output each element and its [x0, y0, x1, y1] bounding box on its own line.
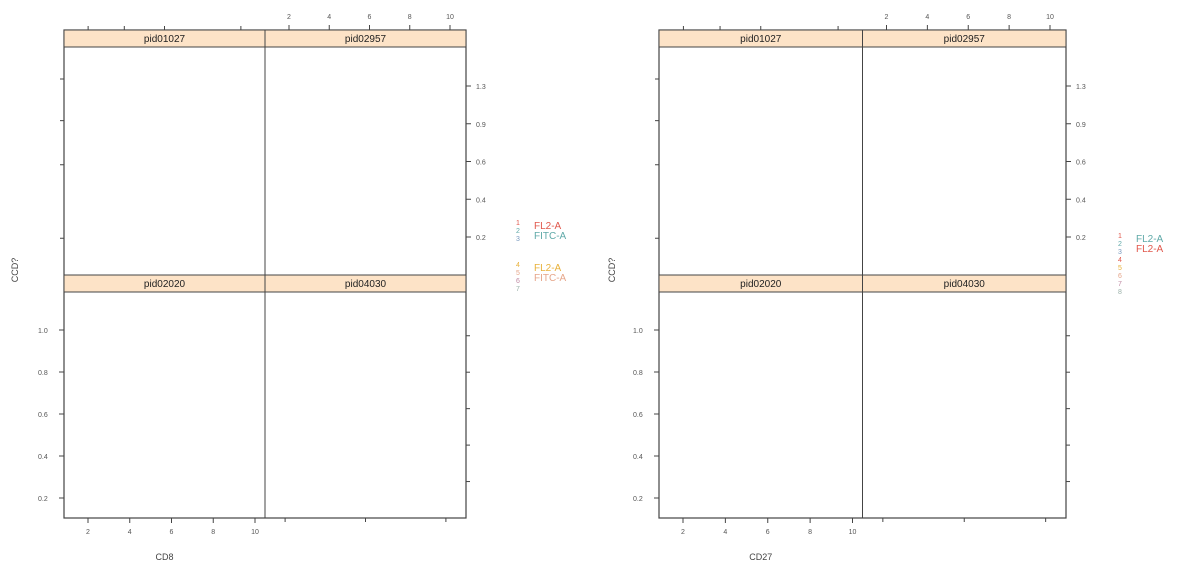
- chart2-x-tick-label-bottom: 8: [808, 529, 812, 536]
- chart1-legend-entry-label: FL2-A: [534, 263, 562, 274]
- chart2-y-tick-label-right: 0.2: [1076, 235, 1086, 242]
- chart1-legend-number: 5: [516, 270, 520, 277]
- chart1-legend-number: 4: [516, 262, 520, 269]
- chart2-y-axis-label: CCD?: [607, 258, 617, 283]
- chart1-y-tick-label-right: 0.4: [476, 197, 486, 204]
- chart2-y-tick-label-right: 1.3: [1076, 84, 1086, 91]
- chart2-strip-label-pid02020: pid02020: [740, 279, 782, 290]
- chart2-legend-number: 6: [1118, 273, 1122, 280]
- chart1-legend-number: 1: [516, 220, 520, 227]
- chart2-x-tick-label-bottom: 2: [681, 529, 685, 536]
- chart1-strip-label-pid01027: pid01027: [144, 34, 186, 45]
- chart1-legend-entry-label: FITC-A: [534, 231, 567, 242]
- chart2-legend-number: 2: [1118, 241, 1122, 248]
- chart1-y-tick-label-left: 0.8: [38, 370, 48, 377]
- chart2-legend-number: 1: [1118, 233, 1122, 240]
- chart1-y-tick-label-right: 0.2: [476, 235, 486, 242]
- chart1-y-tick-label-left: 0.4: [38, 454, 48, 461]
- chart1-strip-label-pid02020: pid02020: [144, 279, 186, 290]
- chart2-legend-entry-label: FL2-A: [1136, 244, 1164, 255]
- chart1-legend-entry-label: FL2-A: [534, 221, 562, 232]
- chart1-x-axis-label: CD8: [155, 552, 173, 562]
- chart1-x-tick-label-bottom: 6: [170, 529, 174, 536]
- chart2-x-tick-label-top: 6: [966, 14, 970, 21]
- chart1-legend-entry-label: FITC-A: [534, 273, 567, 284]
- chart1-y-tick-label-left: 1.0: [38, 328, 48, 335]
- chart2-y-tick-label-right: 0.4: [1076, 197, 1086, 204]
- chart2-y-tick-label-left: 0.4: [633, 454, 643, 461]
- chart1-y-tick-label-right: 0.6: [476, 160, 486, 167]
- chart1-x-tick-label-top: 6: [368, 14, 372, 21]
- chart1-y-tick-label-left: 0.2: [38, 496, 48, 503]
- chart2-strip-label-pid02957: pid02957: [944, 34, 986, 45]
- chart2-x-tick-label-top: 4: [925, 14, 929, 21]
- chart2-y-tick-label-right: 0.6: [1076, 160, 1086, 167]
- chart2-legend-entry-label: FL2-A: [1136, 234, 1164, 245]
- chart1-x-tick-label-bottom: 10: [251, 529, 259, 536]
- chart2-legend-number: 5: [1118, 265, 1122, 272]
- chart2-y-tick-label-right: 0.9: [1076, 122, 1086, 129]
- chart1-legend-number: 2: [516, 228, 520, 235]
- chart1-x-tick-label-top: 8: [408, 14, 412, 21]
- chart2-x-tick-label-top: 2: [885, 14, 889, 21]
- chart2-y-tick-label-left: 0.2: [633, 496, 643, 503]
- chart1-y-tick-label-right: 0.9: [476, 122, 486, 129]
- chart1-x-tick-label-bottom: 8: [211, 529, 215, 536]
- chart2-y-tick-label-left: 0.8: [633, 370, 643, 377]
- chart1-strip-label-pid04030: pid04030: [345, 279, 387, 290]
- chart1-x-tick-label-bottom: 4: [128, 529, 132, 536]
- chart2-strip-label-pid04030: pid04030: [944, 279, 986, 290]
- chart1-legend-number: 3: [516, 236, 520, 243]
- chart1-x-tick-label-bottom: 2: [86, 529, 90, 536]
- chart2-x-tick-label-bottom: 4: [723, 529, 727, 536]
- chart2-x-tick-label-bottom: 10: [849, 529, 857, 536]
- chart1-legend-number: 7: [516, 286, 520, 293]
- chart2-y-tick-label-left: 0.6: [633, 412, 643, 419]
- chart2-y-tick-label-left: 1.0: [633, 328, 643, 335]
- chart1-strip-pid04030: [264, 274, 467, 293]
- chart2-x-tick-label-top: 10: [1046, 14, 1054, 21]
- chart2-x-tick-label-bottom: 6: [766, 529, 770, 536]
- chart2-legend-number: 4: [1118, 257, 1122, 264]
- chart1-x-tick-label-top: 10: [446, 14, 454, 21]
- chart1-x-tick-label-top: 2: [287, 14, 291, 21]
- chart2-strip-label-pid01027: pid01027: [740, 34, 782, 45]
- chart2-strip-pid04030: [862, 274, 1067, 293]
- chart1-strip-pid02957: [264, 29, 467, 48]
- chart1-strip-label-pid02957: pid02957: [345, 34, 387, 45]
- chart2-x-axis-label: CD27: [749, 552, 772, 562]
- chart2-strip-pid02957: [862, 29, 1067, 48]
- chart1-y-axis-label: CCD?: [10, 258, 20, 283]
- chart2-legend-number: 7: [1118, 281, 1122, 288]
- chart1-x-tick-label-top: 4: [327, 14, 331, 21]
- chart1-legend-number: 6: [516, 278, 520, 285]
- chart2-x-tick-label-top: 8: [1007, 14, 1011, 21]
- chart1-y-tick-label-right: 1.3: [476, 84, 486, 91]
- chart2-legend-number: 3: [1118, 249, 1122, 256]
- chart2-legend-number: 8: [1118, 289, 1122, 296]
- chart1-y-tick-label-left: 0.6: [38, 412, 48, 419]
